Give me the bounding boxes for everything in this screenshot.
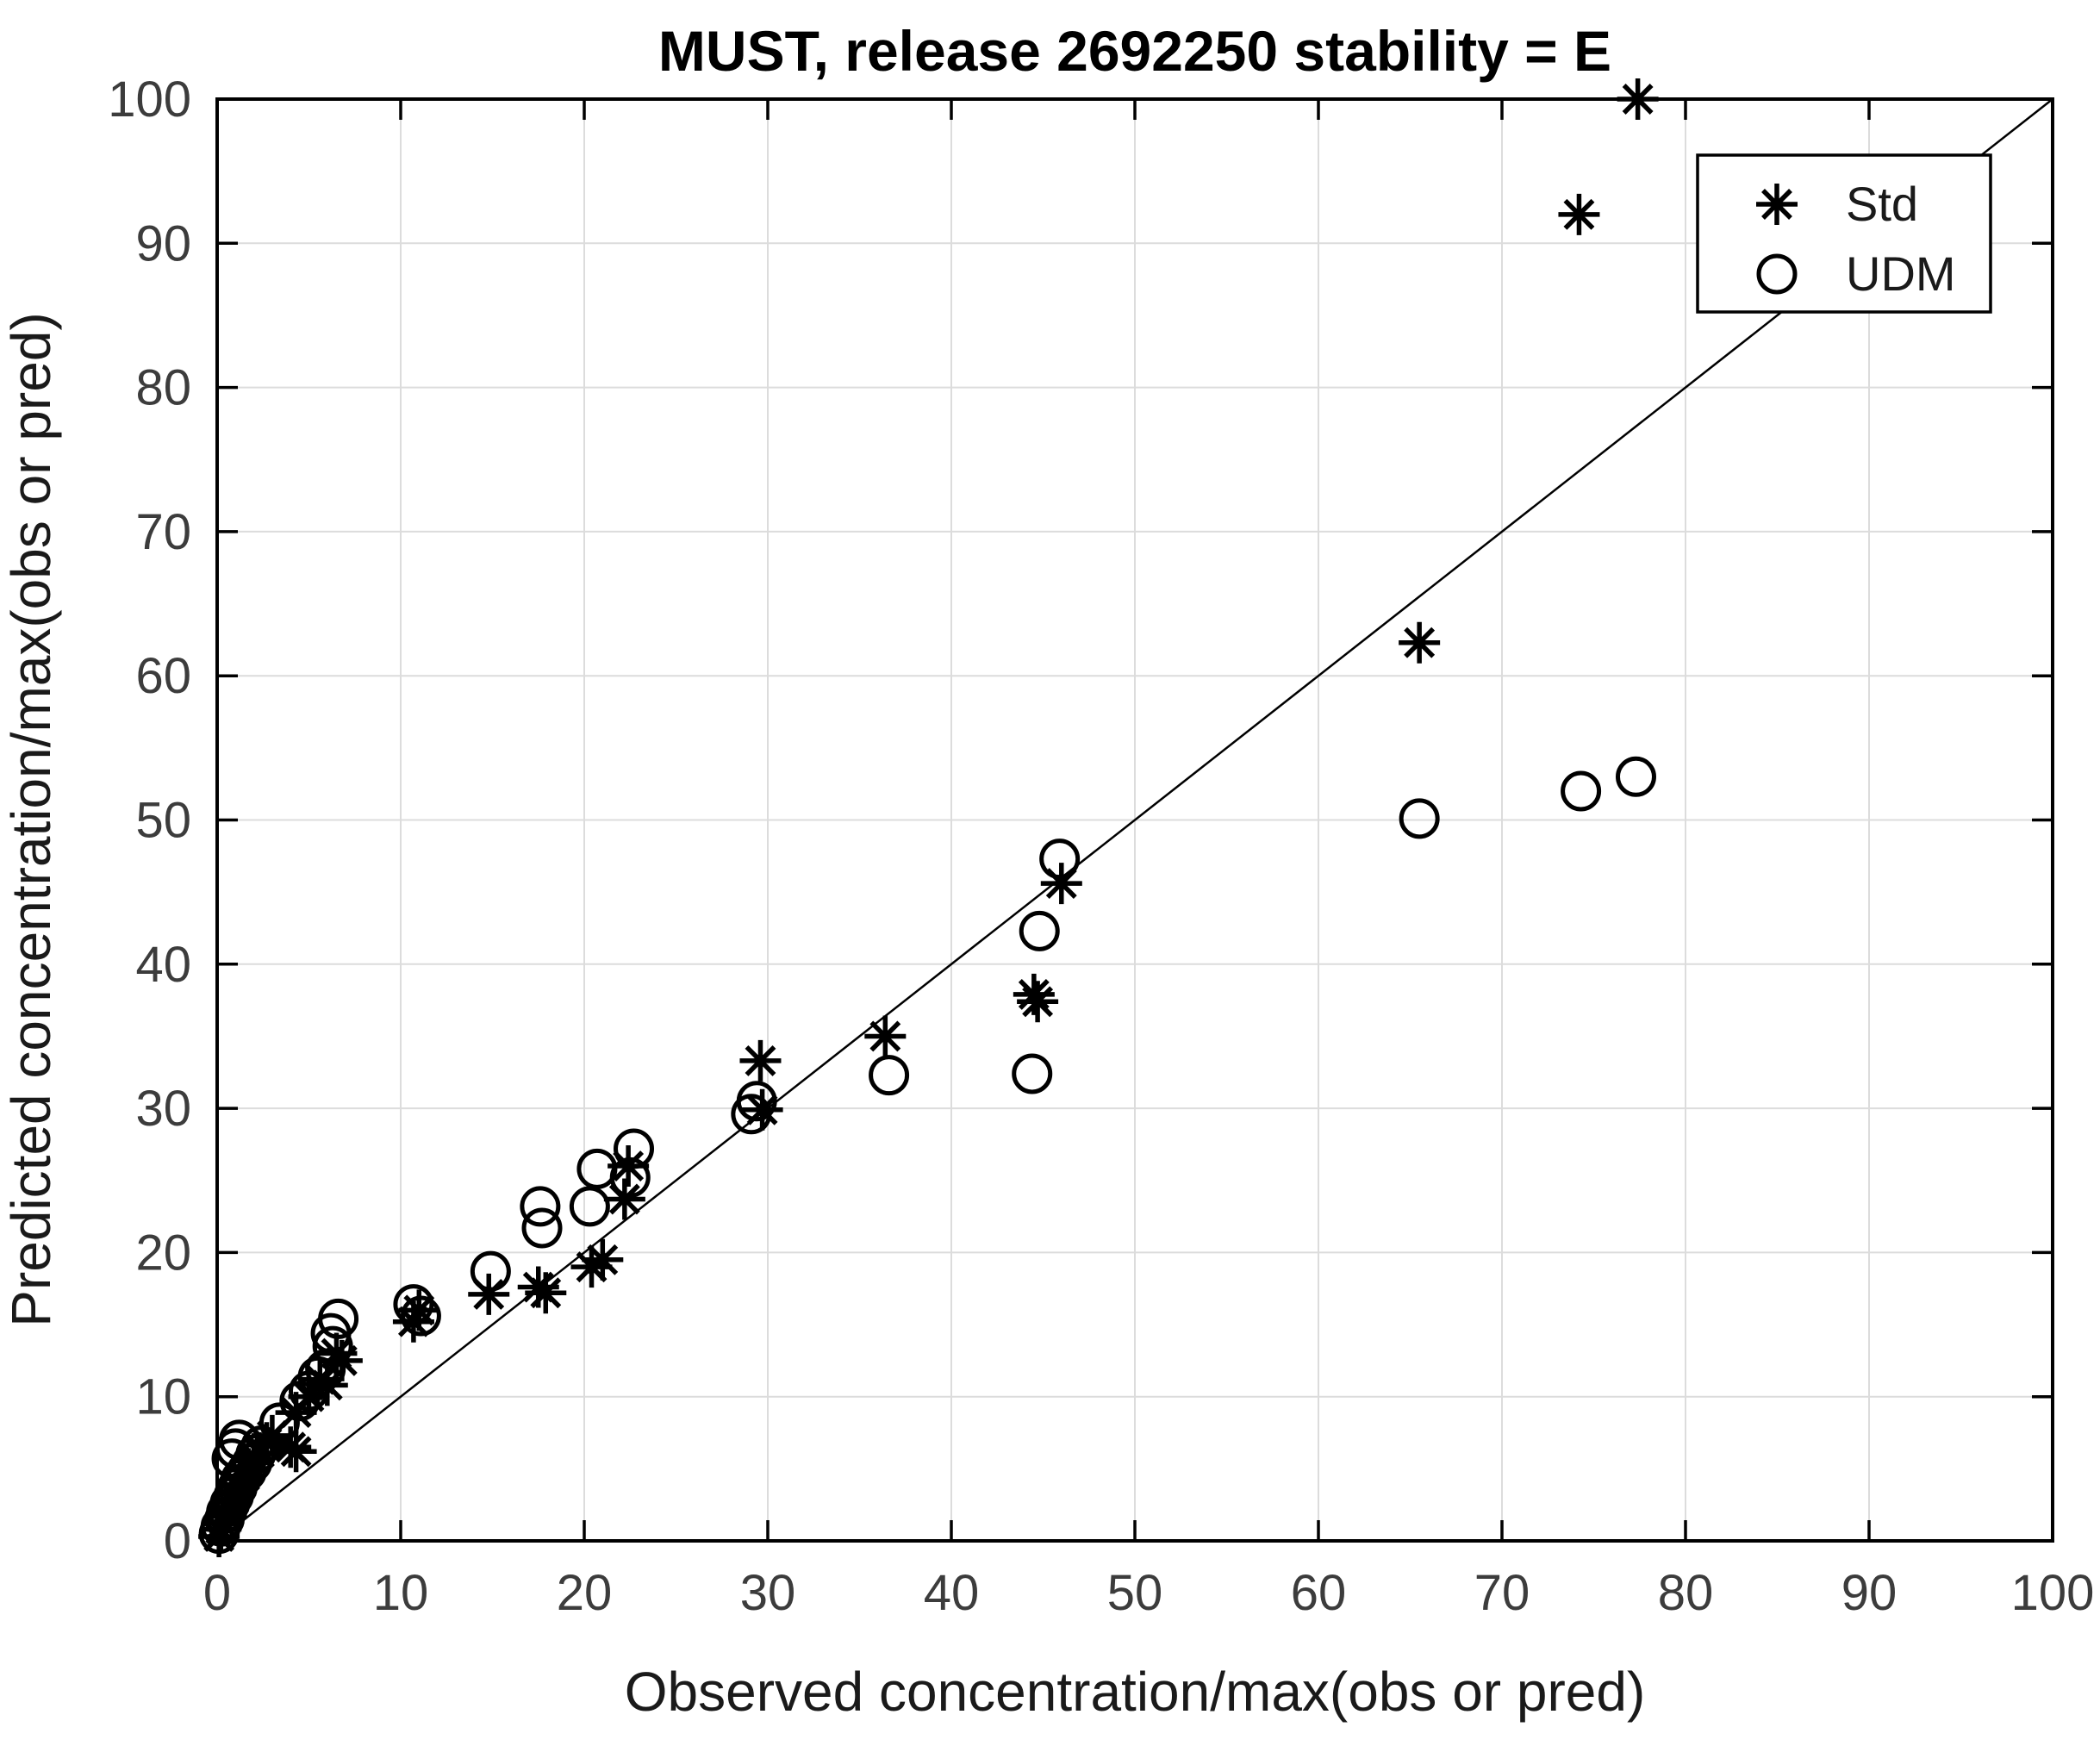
data-point-udm: [219, 1419, 260, 1461]
data-point-udm: [869, 1055, 910, 1096]
data-point-std: [525, 1272, 567, 1314]
data-point-std: [1399, 621, 1441, 664]
data-points: [198, 78, 1659, 1557]
data-point-std: [223, 1455, 265, 1497]
data-point-std: [1558, 193, 1600, 235]
y-tick-label: 60: [135, 648, 191, 704]
data-point-udm: [1399, 798, 1440, 839]
data-point-udm: [1012, 1053, 1053, 1094]
x-tick-label: 30: [740, 1565, 796, 1621]
x-tick-label: 10: [373, 1565, 429, 1621]
x-tick-label: 100: [2011, 1565, 2095, 1621]
y-tick-label: 20: [135, 1225, 191, 1281]
data-point-udm: [1561, 770, 1602, 812]
y-tick-label: 40: [135, 937, 191, 993]
data-point-udm: [312, 1325, 353, 1367]
identity-reference-line: [216, 98, 2053, 1542]
legend-item-udm: UDM: [1846, 246, 1956, 301]
data-point-udm: [259, 1402, 300, 1443]
x-tick-label: 90: [1841, 1565, 1897, 1621]
data-point-std: [215, 1472, 257, 1514]
x-tick-label: 60: [1291, 1565, 1347, 1621]
data-point-std: [570, 1246, 613, 1288]
data-point-udm: [521, 1207, 563, 1249]
data-point-udm: [609, 1157, 651, 1198]
y-axis-label: Predicted concentration/max(obs or pred): [0, 312, 62, 1326]
data-point-udm: [318, 1298, 359, 1339]
x-tick-label: 40: [924, 1565, 980, 1621]
y-tick-label: 10: [135, 1369, 191, 1425]
data-point-udm: [1039, 839, 1081, 880]
circle-icon: [1756, 253, 1798, 295]
axes: [215, 97, 2054, 1543]
tick-labels: 0 10 20 30 40 50 60 70 80 90 100 0 10 20 30 40 50 60 70 80 9…: [108, 72, 2094, 1621]
y-tick-label: 50: [135, 793, 191, 849]
data-point-udm: [1615, 756, 1656, 797]
data-point-std: [275, 1431, 317, 1473]
data-point-udm: [520, 1186, 561, 1227]
x-axis-label: Observed concentration/max(obs or pred): [625, 1661, 1646, 1723]
data-point-udm: [614, 1128, 655, 1169]
legend-asterisk-marker: [1756, 184, 1798, 225]
y-tick-label: 100: [108, 72, 191, 128]
x-tick-label: 70: [1474, 1565, 1530, 1621]
y-tick-label: 0: [164, 1513, 191, 1569]
x-tick-label: 80: [1658, 1565, 1714, 1621]
chart-title: MUST, release 2692250 stability = E: [658, 19, 1611, 83]
legend-circle-marker: [1756, 253, 1798, 295]
data-point-std: [741, 1088, 783, 1131]
y-tick-label: 30: [135, 1081, 191, 1137]
asterisk-icon: [1756, 184, 1798, 225]
data-point-udm: [1019, 910, 1060, 951]
data-point-std: [288, 1375, 330, 1418]
data-point-std: [864, 1015, 907, 1057]
identity-line: [216, 98, 2053, 1542]
series-udm: [198, 756, 1656, 1555]
data-point-std: [603, 1178, 645, 1220]
data-point-std: [1017, 981, 1059, 1023]
data-point-udm: [400, 1295, 441, 1337]
x-tick-label: 50: [1107, 1565, 1163, 1621]
data-point-udm: [569, 1186, 610, 1227]
data-point-std: [1013, 973, 1055, 1015]
y-tick-label: 80: [135, 360, 191, 416]
y-tick-label: 70: [135, 504, 191, 560]
data-point-std: [202, 1502, 244, 1544]
legend: Std UDM: [1696, 153, 1992, 314]
y-tick-label: 90: [135, 215, 191, 271]
data-point-std: [1040, 863, 1082, 905]
data-point-udm: [393, 1284, 434, 1325]
x-tick-label: 0: [203, 1565, 231, 1621]
data-point-udm: [470, 1250, 511, 1292]
data-point-std: [468, 1273, 510, 1315]
data-point-std: [582, 1238, 624, 1281]
x-tick-label: 20: [557, 1565, 613, 1621]
data-point-std: [739, 1039, 782, 1082]
legend-item-std: Std: [1846, 177, 1918, 231]
legend-box: [1696, 153, 1992, 314]
data-point-std: [251, 1414, 293, 1456]
data-point-std: [398, 1289, 440, 1331]
data-point-udm: [736, 1081, 777, 1122]
